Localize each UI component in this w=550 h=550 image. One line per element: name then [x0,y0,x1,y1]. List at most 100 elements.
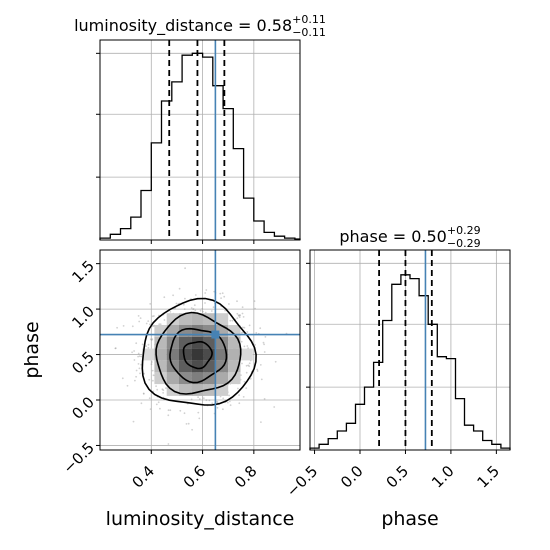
scatter-point [147,320,150,322]
title-eq: = [388,227,412,246]
density-cell [179,313,192,325]
scatter-point [240,340,243,343]
density-cell [154,372,167,385]
density-cell [228,325,241,337]
scatter-point [242,396,245,398]
scatter-point [237,314,240,317]
scatter-point [210,310,213,312]
x-axis-label: luminosity_distance [106,508,295,530]
scatter-point [131,325,134,328]
scatter-point [162,389,165,392]
scatter-point [161,388,164,391]
x-tick-label-4: 1.5 [474,462,504,492]
scatter-point [155,403,158,406]
scatter-point [246,345,249,347]
contours [141,297,257,406]
scatter-point [231,319,234,322]
density-cell [228,336,241,349]
scatter-point [197,396,200,399]
contour-1 [169,327,228,384]
title-plus: +0.29 [447,224,481,237]
scatter-point [114,347,117,350]
scatter-point [143,372,146,375]
scatter-point [247,364,250,367]
title-phase: phase = 0.50+0.29 −0.29 [339,224,480,250]
x-tick-label-0: −0.5 [283,462,321,500]
title-param: phase [339,227,387,246]
scatter-point [183,412,186,415]
density-cell [179,360,192,373]
scatter-point [139,372,141,375]
scatter-point [137,352,140,355]
scatter-point [255,332,258,334]
scatter-point [151,361,153,363]
scatter-point [183,308,186,310]
scatter-point [202,397,205,400]
density-cell [203,325,216,337]
scatter-point [114,347,117,350]
scatter-point [245,371,248,374]
scatter-point [149,338,152,341]
density-cell [166,372,179,385]
ticks: −0.5 0.0 0.5 1.0 1.5 [283,262,504,501]
scatter-point [169,311,172,313]
scatter-point [133,350,136,352]
density-cell [191,372,204,385]
axes-frame [99,39,301,241]
density-cell [191,360,204,373]
scatter-point [228,400,231,403]
scatter-point [182,303,185,306]
scatter-point [163,296,166,299]
density-cell [154,360,167,373]
scatter-point [259,327,262,330]
histogram-steps [309,274,511,450]
scatter-point [236,312,239,315]
scatter-point [137,355,140,358]
ticks [96,52,255,244]
scatter-point [219,292,222,295]
scatter-point [137,315,140,317]
y-tick-label-4: 1.5 [68,257,98,287]
scatter-point [216,401,219,404]
x-axis-label: phase [381,508,438,530]
density-cell [215,372,229,385]
density-cell [215,336,229,349]
scatter-point [216,406,219,409]
scatter-point [249,377,252,380]
scatter-point [167,443,170,445]
scatter-point [238,394,241,396]
scatter-point [224,309,227,312]
scatter-point [152,374,155,377]
scatter-point [248,324,251,327]
scatter-point [242,316,245,318]
density-cell [228,348,241,361]
scatter-point [248,365,251,368]
scatter-point [156,388,159,391]
scatter-point [256,370,259,372]
grid [100,40,300,240]
scatter-point [158,323,161,326]
scatter-point [142,392,145,395]
density-cell [203,360,216,373]
scatter-point [246,331,249,333]
scatter-point [222,397,225,400]
scatter-point [150,363,153,366]
scatter-point [148,397,151,400]
scatter-point [226,401,229,404]
density-cell [203,336,216,349]
scatter-point [190,307,193,309]
scatter-point [159,323,162,326]
scatter-point [253,300,256,302]
scatter-point [215,400,218,403]
scatter-point [149,408,152,410]
density-cell [215,384,229,396]
scatter-point [241,362,243,365]
contour-0 [182,341,213,370]
scatter-point [204,292,207,294]
scatter-point [167,414,170,417]
scatter-point [135,375,138,378]
scatter-point [149,303,152,305]
title-value: 0.58 [257,16,293,35]
scatter-point [248,362,251,365]
